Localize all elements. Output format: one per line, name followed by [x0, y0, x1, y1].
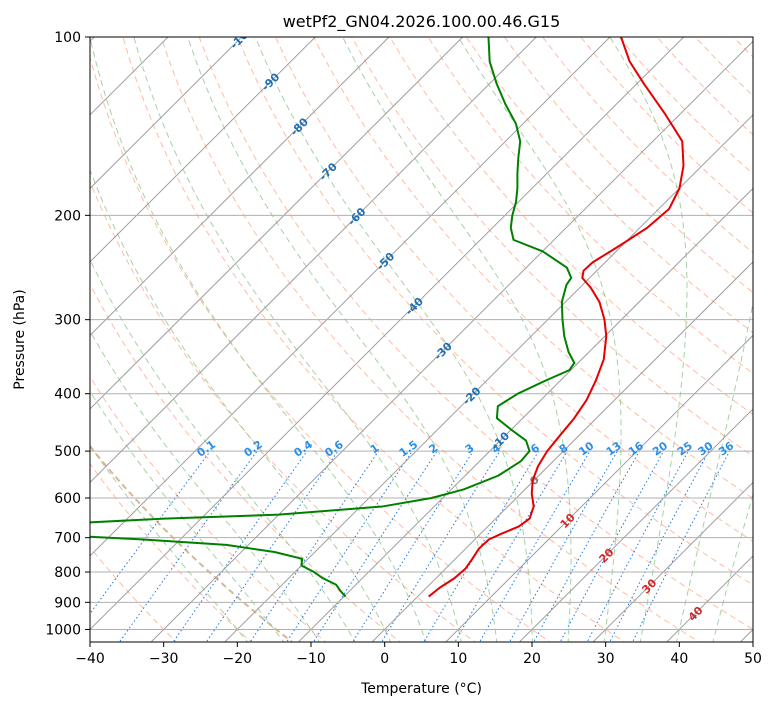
mixing-ratio-line [586, 450, 689, 642]
mixing-ratio-line [312, 450, 438, 642]
x-tick-label: −20 [223, 651, 253, 667]
dry-adiabat [465, 37, 753, 334]
x-tick-label: −40 [75, 651, 105, 667]
mixing-ratio-line [381, 450, 501, 642]
y-tick-label: 300 [54, 313, 81, 329]
y-tick-label: 100 [54, 30, 81, 46]
y-tick-label: 800 [54, 565, 81, 581]
mixing-ratio-line [454, 450, 568, 642]
isotherm [592, 481, 753, 642]
chart-title: wetPf2_GN04.2026.100.00.46.G15 [283, 12, 561, 32]
x-tick-label: 10 [449, 651, 467, 667]
mixing-ratio-line [205, 450, 339, 642]
isobars [90, 37, 753, 630]
x-tick-label: 30 [597, 651, 615, 667]
moist-adiabat [90, 168, 392, 642]
mixing-ratio-line [172, 450, 308, 642]
plot-frame [89, 36, 754, 643]
mixing-ratio-line [118, 450, 258, 642]
isotherm [224, 114, 753, 642]
moist-adiabat [90, 258, 356, 642]
mixing-ratio-line [286, 450, 413, 642]
sounding-series [90, 37, 685, 598]
x-tick-label: −10 [296, 651, 326, 667]
mixing-ratio-line [609, 450, 710, 642]
temperature-line [428, 37, 685, 598]
dry-adiabat [313, 37, 753, 499]
y-tick-label: 400 [54, 387, 81, 403]
dry-adiabat [427, 37, 753, 374]
isotherm [445, 334, 753, 642]
mixing-ratio-line [559, 450, 665, 642]
x-tick-label: 40 [670, 651, 688, 667]
isotherm [90, 37, 464, 410]
x-tick-label: −30 [149, 651, 179, 667]
y-axis-title: Pressure (hPa) [12, 289, 28, 389]
dry-adiabat [236, 37, 753, 586]
dry-adiabat [504, 37, 753, 294]
y-tick-label: 600 [54, 491, 81, 507]
y-tick-label: 700 [54, 531, 81, 547]
x-axis: −40 −30 −20 −10 0 10 20 30 40 50 [75, 642, 762, 667]
isotherm [90, 37, 390, 337]
y-tick-label: 900 [54, 595, 81, 611]
dry-adiabat [351, 37, 753, 457]
isotherm [150, 40, 753, 642]
y-axis: 100 200 300 400 500 600 700 800 900 1000 [45, 30, 90, 638]
y-tick-label: 1000 [45, 622, 81, 638]
isotherm [90, 37, 243, 190]
mixing-ratio-line [249, 450, 379, 642]
isotherm [518, 408, 753, 642]
isotherm [371, 261, 753, 642]
mixing-ratio-line [479, 450, 591, 642]
x-tick-label: 20 [523, 651, 541, 667]
isotherm [90, 37, 317, 263]
dewpoint-line [90, 37, 576, 598]
isotherm [90, 37, 611, 557]
mixing-ratio-lines [90, 450, 731, 642]
mixing-ratio-line [90, 450, 211, 615]
x-tick-label: 50 [744, 651, 762, 667]
isotherm [90, 37, 538, 484]
x-tick-label: 0 [380, 651, 389, 667]
dry-adiabat [389, 37, 753, 416]
y-tick-label: 500 [54, 444, 81, 460]
y-tick-label: 200 [54, 208, 81, 224]
x-axis-title: Temperature (°C) [360, 681, 482, 697]
dry-adiabat [275, 37, 753, 542]
